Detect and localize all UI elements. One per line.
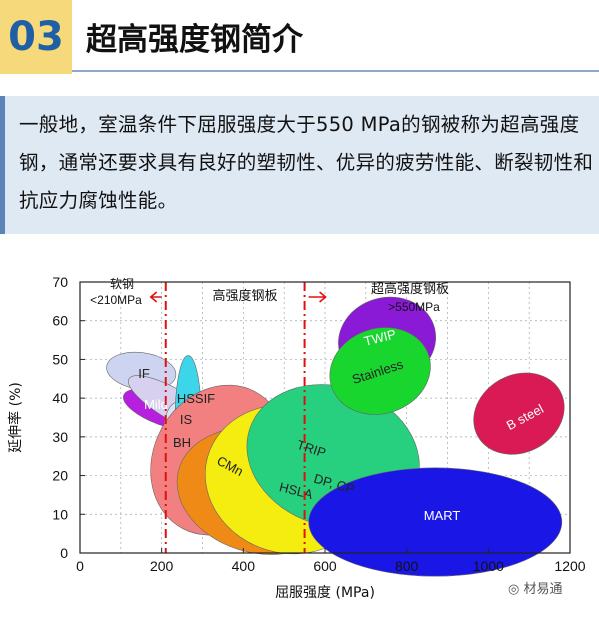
x-tick-label: 0	[76, 558, 84, 574]
intro-text: 一般地，室温条件下屈服强度大于550 MPa的钢被称为超高强度钢，通常还要求具有…	[19, 113, 594, 212]
region-label: Mild	[144, 397, 168, 412]
region-header-label: 软钢	[110, 277, 134, 291]
region-label: IF	[138, 366, 150, 381]
section-header: 03 超高强度钢简介	[0, 0, 599, 74]
watermark: ◎ 材易通	[508, 578, 563, 597]
region-label: IS	[180, 412, 193, 427]
y-tick-label: 40	[52, 390, 68, 406]
y-tick-label: 60	[52, 313, 68, 329]
y-tick-label: 50	[52, 351, 68, 367]
region-label: MART	[424, 508, 461, 523]
section-title: 超高强度钢简介	[86, 22, 303, 58]
region-header-label: >550MPa	[388, 300, 440, 314]
x-tick-label: 1000	[473, 558, 504, 574]
watermark-text: 材易通	[523, 582, 563, 597]
region-header-label: 超高强度钢板	[371, 281, 449, 297]
x-axis-label: 屈服强度 (MPa)	[275, 585, 375, 601]
region-label: BH	[173, 435, 191, 450]
section-number-box: 03	[0, 0, 72, 74]
region-mart	[308, 467, 563, 577]
y-tick-label: 10	[52, 506, 68, 522]
region-stainless	[329, 327, 431, 415]
region-header-label: <210MPa	[90, 293, 142, 307]
intro-box: 一般地，室温条件下屈服强度大于550 MPa的钢被称为超高强度钢，通常还要求具有…	[0, 96, 599, 234]
y-tick-label: 0	[60, 545, 68, 561]
y-tick-label: 70	[52, 274, 68, 290]
section-number: 03	[8, 14, 64, 60]
right-arrow	[308, 291, 327, 303]
y-axis-label: 延伸率 (%)	[7, 382, 24, 453]
x-tick-label: 1200	[554, 558, 585, 574]
x-tick-label: 400	[232, 558, 256, 574]
header-divider	[72, 70, 599, 72]
wechat-icon: ◎	[508, 582, 524, 597]
x-tick-label: 600	[313, 558, 337, 574]
region-label: HSSIF	[177, 391, 215, 406]
y-tick-label: 30	[52, 429, 68, 445]
y-tick-label: 20	[52, 468, 68, 484]
region-header-label: 高强度钢板	[212, 288, 277, 304]
x-tick-label: 200	[150, 558, 174, 574]
left-arrow	[149, 291, 162, 303]
region-b-steel	[473, 372, 565, 455]
x-tick-label: 800	[395, 558, 419, 574]
